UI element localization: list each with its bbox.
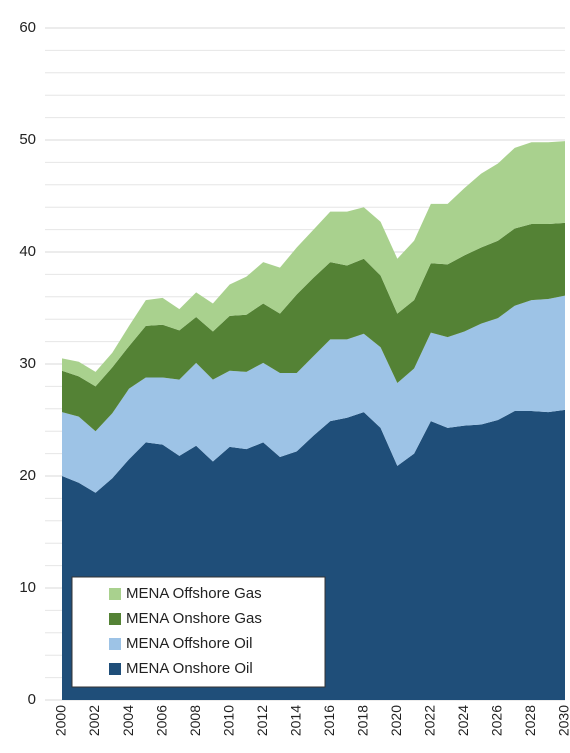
legend-label: MENA Onshore Oil (126, 660, 253, 677)
x-tick-label: 2000 (53, 705, 69, 736)
legend-label: MENA Onshore Gas (126, 610, 262, 627)
legend-swatch (109, 663, 121, 675)
y-tick-label: 0 (28, 691, 36, 708)
area (62, 295, 565, 493)
y-tick-label: 10 (19, 579, 36, 596)
legend-label: MENA Offshore Oil (126, 635, 252, 652)
x-tick-label: 2010 (220, 705, 236, 736)
x-tick-label: 2018 (355, 705, 371, 736)
x-tick-label: 2012 (254, 705, 270, 736)
legend-swatch (109, 588, 121, 600)
x-tick-label: 2008 (187, 705, 203, 736)
x-tick-label: 2002 (86, 705, 102, 736)
x-tick-label: 2028 (522, 705, 538, 736)
x-tick-label: 2030 (556, 705, 570, 736)
x-tick-label: 2006 (153, 705, 169, 736)
legend-swatch (109, 638, 121, 650)
x-tick-label: 2016 (321, 705, 337, 736)
x-tick-label: 2004 (120, 705, 136, 736)
y-tick-label: 40 (19, 243, 36, 260)
legend-label: MENA Offshore Gas (126, 585, 262, 602)
y-tick-label: 20 (19, 467, 36, 484)
y-tick-label: 50 (19, 131, 36, 148)
x-tick-label: 2024 (455, 705, 471, 736)
area (62, 222, 565, 432)
legend: MENA Offshore Gas MENA Onshore Gas MENA Of… (71, 576, 326, 688)
x-tick-label: 2020 (388, 705, 404, 736)
x-tick-label: 2014 (287, 705, 303, 736)
x-tick-label: 2022 (422, 705, 438, 736)
x-tick-label: 2026 (489, 705, 505, 736)
y-tick-label: 30 (19, 355, 36, 372)
legend-swatch (109, 613, 121, 625)
area (62, 141, 565, 387)
y-tick-label: 60 (19, 19, 36, 36)
